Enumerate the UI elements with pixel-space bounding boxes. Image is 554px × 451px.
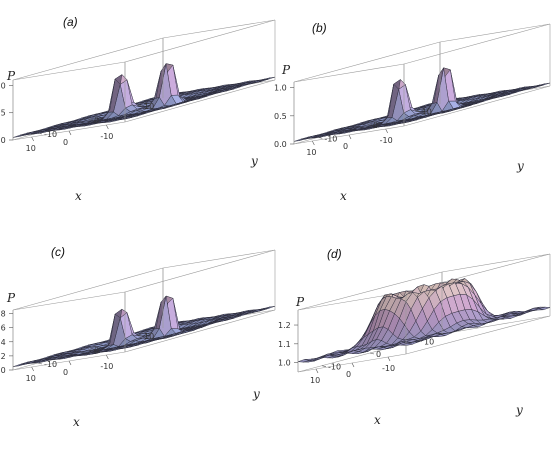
z-tick-label-a: 1.0 (0, 81, 6, 90)
surface-mesh-a (12, 63, 276, 138)
y-tick-label-c: 0 (94, 346, 99, 355)
y-tick-label-b: 0 (373, 121, 378, 130)
z-tick-label-b: 1.0 (274, 84, 287, 93)
surface-mesh-c (12, 295, 276, 367)
x-axis-label-a: x (75, 189, 82, 203)
y-tick-label-c: -10 (44, 360, 57, 369)
z-axis-label-c: P (6, 291, 16, 305)
z-tick-label-c: 0.0 (0, 366, 6, 375)
x-axis-label-c: x (73, 415, 80, 429)
bounding-box-front-c (12, 268, 164, 370)
y-axis-ticks-b: 100-10 (318, 108, 432, 143)
y-tick-label-d: 10 (424, 337, 434, 346)
y-axis-ticks-d: 100-10 (321, 337, 434, 372)
y-tick-label-c: 10 (144, 332, 154, 341)
z-axis-ticks-c: 0.0 0.2 0.4 0.6 0.8 (0, 310, 13, 375)
z-tick-label-d: 1.0 (278, 359, 291, 368)
z-tick-label-d: 1.2 (278, 321, 291, 330)
x-tick-label-d: 0 (346, 370, 351, 379)
x-tick-label-d: 10 (310, 376, 320, 385)
bounding-box-front-a (12, 38, 164, 140)
x-tick-label-c: -10 (100, 362, 113, 371)
bounding-box-b (293, 23, 551, 145)
bounding-box-front-d (297, 272, 443, 372)
y-tick-label-b: -10 (324, 134, 337, 143)
y-tick-label-d: 0 (376, 350, 381, 359)
y-axis-ticks-a: 100-10 (37, 102, 154, 139)
z-tick-label-c: 0.2 (0, 352, 6, 361)
y-axis-ticks-c: 100-10 (37, 332, 154, 369)
surface-mesh-b (293, 67, 551, 142)
x-tick-label-b: -10 (380, 136, 393, 145)
z-tick-label-c: 0.6 (0, 324, 6, 333)
panel-label-b: (b) (312, 21, 327, 35)
bounding-box-front-b (293, 42, 441, 144)
z-tick-label-b: 0.0 (274, 140, 287, 149)
z-axis-ticks-d: 1.0 1.1 1.2 (278, 321, 298, 368)
y-axis-label-b: y (516, 159, 524, 173)
x-axis-ticks-b: -10 0 10 (306, 128, 393, 157)
x-axis-ticks-d: -10 0 10 (310, 356, 395, 385)
panel-label-d: (d) (327, 247, 342, 261)
z-tick-label-b: 0.5 (274, 112, 287, 121)
surface-mesh-d (297, 278, 551, 363)
bounding-box-a (12, 19, 276, 141)
y-axis-label-c: y (252, 387, 260, 401)
y-axis-label-d: y (515, 403, 523, 417)
z-tick-label-c: 0.8 (0, 310, 6, 319)
x-axis-label-b: x (340, 189, 347, 203)
x-tick-label-a: 0 (63, 138, 68, 147)
z-tick-label-a: 0.5 (0, 109, 6, 118)
z-tick-label-c: 0.4 (0, 338, 6, 347)
z-axis-label-a: P (6, 69, 16, 83)
z-axis-label-b: P (281, 63, 291, 77)
z-axis-label-d: P (295, 295, 305, 309)
z-tick-label-a: 0.0 (0, 136, 6, 145)
y-axis-label-a: y (250, 154, 258, 168)
y-tick-label-d: -10 (328, 363, 341, 372)
z-axis-ticks-b: 0.0 0.5 1.0 (274, 84, 294, 149)
x-axis-ticks-a: -10 0 10 (26, 124, 113, 153)
x-axis-label-d: x (374, 413, 381, 427)
panel-label-c: (c) (51, 245, 65, 259)
x-tick-label-c: 10 (26, 374, 36, 383)
panel-label-a: (a) (63, 15, 78, 29)
y-tick-label-a: -10 (44, 130, 57, 139)
x-tick-label-b: 0 (343, 142, 348, 151)
x-axis-ticks-c: -10 0 10 (26, 354, 113, 383)
y-tick-label-a: 10 (144, 102, 154, 111)
x-tick-label-a: -10 (100, 132, 113, 141)
x-tick-label-d: -10 (382, 364, 395, 373)
bounding-box-c (12, 249, 276, 371)
z-axis-ticks-a: 0.0 0.5 1.0 (0, 81, 13, 145)
y-tick-label-b: 10 (422, 108, 432, 117)
z-tick-label-d: 1.1 (278, 340, 291, 349)
x-tick-label-a: 10 (26, 144, 36, 153)
x-tick-label-b: 10 (306, 148, 316, 157)
x-tick-label-c: 0 (63, 368, 68, 377)
y-tick-label-a: 0 (94, 116, 99, 125)
